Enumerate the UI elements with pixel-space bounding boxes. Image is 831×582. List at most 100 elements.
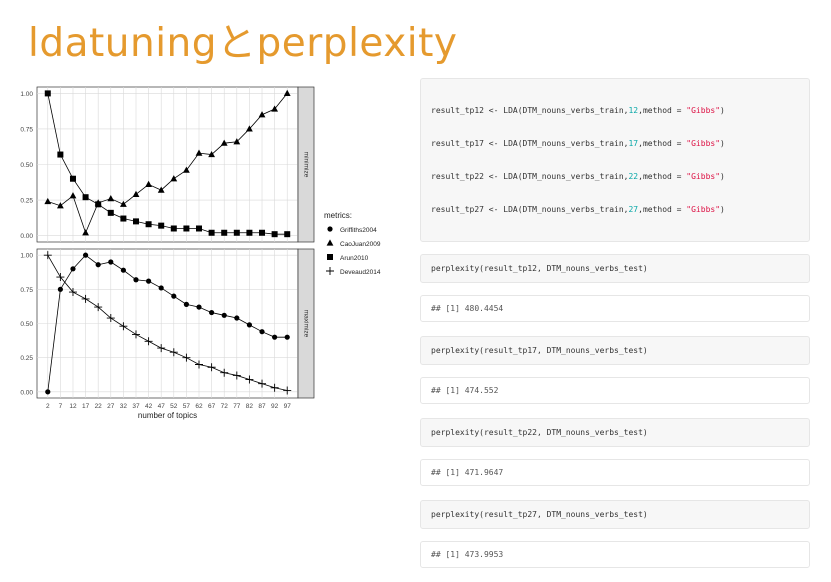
data-point-Deveaud2014 [144, 337, 153, 346]
data-point-CaoJuan2009 [271, 105, 279, 112]
x-tick-label: 22 [95, 403, 103, 410]
data-point-Griffiths2004 [120, 267, 126, 273]
x-tick-label: 72 [221, 403, 229, 410]
data-point-CaoJuan2009 [119, 200, 127, 207]
data-point-Griffiths2004 [82, 252, 89, 258]
data-point-Griffiths2004 [196, 304, 202, 310]
facet-strip-label: maximize [302, 310, 309, 338]
data-point-CaoJuan2009 [195, 149, 203, 156]
x-tick-label: 57 [183, 403, 191, 410]
data-point-Arun2010 [246, 229, 253, 236]
data-point-Arun2010 [57, 151, 64, 158]
data-point-Deveaud2014 [106, 314, 115, 323]
data-point-Griffiths2004 [95, 262, 101, 268]
data-point-Deveaud2014 [232, 371, 241, 380]
legend-marker [326, 239, 334, 246]
legend-marker [327, 254, 333, 260]
data-point-Arun2010 [259, 229, 266, 236]
facet-strip [297, 86, 315, 243]
data-point-Griffiths2004 [272, 334, 278, 340]
x-axis-title: number of topics [138, 411, 197, 420]
y-tick-label: 0.00 [20, 233, 33, 240]
perplexity-output: ## [1] 471.9647 [420, 459, 810, 486]
perplexity-output: ## [1] 473.9953 [420, 541, 810, 568]
data-point-Griffiths2004 [209, 309, 215, 316]
data-point-CaoJuan2009 [170, 175, 178, 182]
data-point-CaoJuan2009 [56, 202, 64, 209]
data-point-Arun2010 [271, 231, 278, 238]
data-point-Deveaud2014 [43, 251, 52, 260]
data-point-CaoJuan2009 [44, 197, 52, 205]
data-point-Deveaud2014 [119, 322, 128, 331]
data-point-Arun2010 [233, 229, 240, 236]
x-tick-label: 27 [107, 403, 115, 410]
data-point-CaoJuan2009 [157, 186, 165, 193]
data-point-Arun2010 [145, 221, 152, 228]
x-tick-label: 82 [246, 403, 254, 410]
facet-strip [297, 248, 315, 399]
data-point-Arun2010 [183, 225, 190, 232]
data-point-Deveaud2014 [131, 330, 140, 339]
data-point-CaoJuan2009 [283, 89, 291, 96]
y-tick-label: 0.50 [20, 162, 33, 169]
x-tick-label: 92 [271, 403, 279, 410]
x-tick-label: 87 [258, 403, 266, 410]
y-tick-label: 1.00 [20, 253, 33, 260]
x-tick-label: 2 [46, 403, 50, 410]
x-tick-label: 37 [132, 403, 140, 410]
x-tick-label: 12 [69, 403, 77, 410]
x-tick-label: 47 [158, 403, 166, 410]
data-point-Griffiths2004 [221, 312, 227, 318]
data-point-CaoJuan2009 [246, 125, 253, 132]
topic-metrics-chart: 1.00 0.75 0.50 0.25 0.00 minimize 1.00 0.75 0.50… [20, 86, 381, 420]
data-point-Griffiths2004 [183, 301, 190, 307]
data-point-Griffiths2004 [145, 278, 152, 284]
data-point-CaoJuan2009 [145, 180, 152, 188]
perplexity-call: perplexity(result_tp12, DTM_nouns_verbs_… [420, 254, 810, 283]
lda-call-line: result_tp22 <- LDA(DTM_nouns_verbs_train… [431, 172, 725, 181]
data-point-Arun2010 [221, 229, 228, 236]
y-tick-label: 0.50 [20, 321, 33, 328]
x-tick-label: 17 [82, 403, 90, 410]
series-line-Deveaud2014 [47, 254, 288, 391]
x-tick-label: 42 [145, 403, 153, 410]
y-tick-label: 0.25 [20, 198, 33, 205]
perplexity-call: perplexity(result_tp27, DTM_nouns_verbs_… [420, 500, 810, 529]
data-point-Griffiths2004 [133, 277, 139, 283]
data-point-Griffiths2004 [108, 259, 114, 265]
x-tick-label: 97 [284, 403, 292, 410]
x-tick-label: 77 [233, 403, 241, 410]
data-point-CaoJuan2009 [233, 138, 241, 145]
data-point-Deveaud2014 [245, 375, 254, 384]
lda-call-line: result_tp12 <- LDA(DTM_nouns_verbs_train… [431, 106, 725, 115]
y-tick-label: 0.75 [20, 287, 33, 294]
legend-label: CaoJuan2009 [340, 241, 381, 248]
data-point-Deveaud2014 [56, 273, 65, 282]
data-point-CaoJuan2009 [69, 192, 77, 199]
legend-marker [326, 267, 334, 275]
data-point-CaoJuan2009 [132, 190, 140, 197]
legend-label: Arun2010 [340, 255, 369, 262]
data-point-Deveaud2014 [283, 386, 292, 395]
facet-strip-label: minimize [302, 152, 309, 178]
data-point-Arun2010 [120, 215, 127, 222]
legend-label: Griffiths2004 [340, 227, 377, 234]
lda-code-block: result_tp12 <- LDA(DTM_nouns_verbs_train… [420, 78, 810, 242]
legend-title: metrics: [324, 211, 352, 220]
data-point-Griffiths2004 [284, 334, 290, 340]
y-tick-label: 0.75 [20, 126, 33, 133]
perplexity-call: perplexity(result_tp17, DTM_nouns_verbs_… [420, 336, 810, 365]
data-point-CaoJuan2009 [208, 150, 216, 158]
y-tick-label: 0.25 [20, 355, 33, 362]
legend-marker [327, 226, 333, 232]
data-point-Griffiths2004 [158, 285, 164, 291]
data-point-Deveaud2014 [169, 348, 178, 357]
data-point-Deveaud2014 [182, 353, 191, 362]
perplexity-call: perplexity(result_tp22, DTM_nouns_verbs_… [420, 418, 810, 447]
data-point-Griffiths2004 [259, 329, 265, 335]
data-point-Arun2010 [95, 201, 102, 208]
data-point-Arun2010 [170, 225, 177, 232]
data-point-Deveaud2014 [81, 294, 90, 303]
data-point-CaoJuan2009 [183, 166, 190, 173]
x-tick-label: 52 [170, 403, 178, 410]
